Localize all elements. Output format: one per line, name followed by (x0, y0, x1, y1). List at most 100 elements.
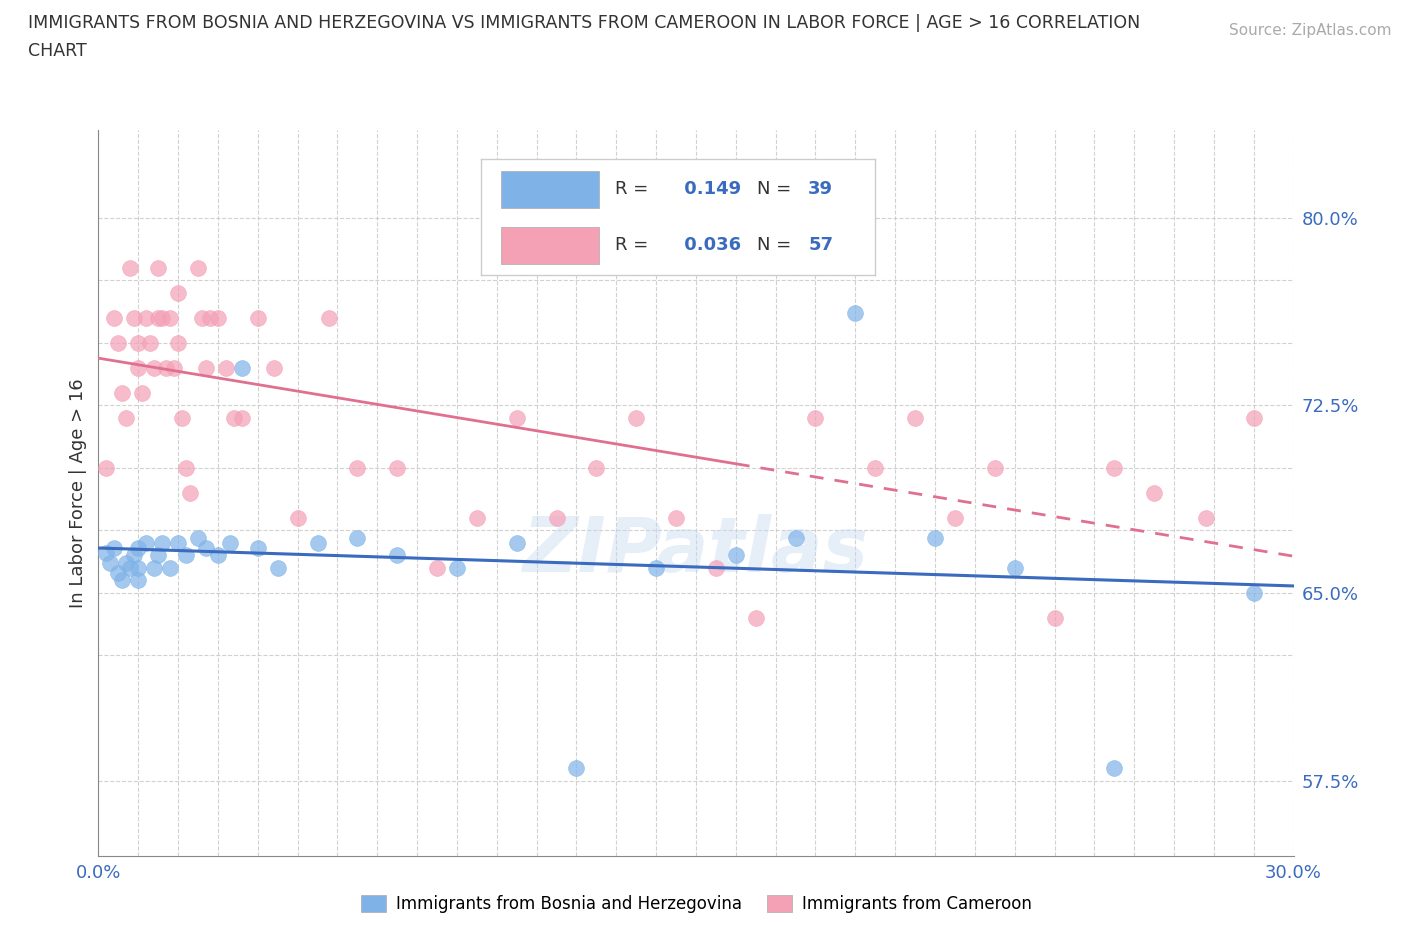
Point (385, 460, 409, 475)
Point (231, 410, 253, 425)
Point (174, 548, 197, 563)
Point (167, 286, 190, 300)
Point (174, 460, 197, 475)
Point (115, 555, 138, 570)
Point (127, 561, 149, 576)
Point (704, 561, 727, 576)
Point (139, 336, 162, 351)
Point (246, 311, 269, 325)
Point (167, 536, 190, 551)
Point (150, 536, 173, 551)
Point (346, 530, 368, 545)
Point (98, 555, 122, 570)
Point (111, 385, 134, 400)
Point (307, 536, 329, 551)
Point (215, 361, 238, 376)
Point (120, 561, 142, 576)
Point (465, 511, 488, 525)
Y-axis label: In Labor Force | Age > 16: In Labor Force | Age > 16 (69, 379, 87, 607)
Text: ZIPatlas: ZIPatlas (523, 514, 869, 588)
Point (143, 361, 166, 376)
Point (1195, 511, 1218, 525)
Point (187, 260, 209, 275)
Point (506, 410, 529, 425)
Point (124, 311, 146, 325)
Text: CHART: CHART (28, 42, 87, 60)
Point (163, 361, 186, 376)
Point (159, 561, 181, 576)
Text: IMMIGRANTS FROM BOSNIA AND HERZEGOVINA VS IMMIGRANTS FROM CAMEROON IN LABOR FORC: IMMIGRANTS FROM BOSNIA AND HERZEGOVINA V… (28, 14, 1140, 32)
Point (124, 548, 146, 563)
Point (96, 546, 118, 561)
Point (103, 540, 125, 555)
Point (565, 761, 588, 776)
Point (1143, 485, 1166, 500)
Point (1243, 586, 1265, 601)
Point (1043, 610, 1066, 625)
Point (191, 311, 214, 325)
Point (148, 548, 170, 563)
Point (143, 561, 166, 576)
Point (645, 561, 668, 576)
Point (1102, 761, 1125, 776)
Point (724, 548, 747, 563)
Point (115, 410, 138, 425)
Point (131, 385, 153, 400)
Point (135, 536, 157, 551)
Point (346, 460, 368, 475)
Point (506, 536, 529, 551)
Point (172, 410, 194, 425)
Point (127, 336, 149, 351)
Point (148, 260, 170, 275)
Point (904, 410, 927, 425)
Point (385, 548, 409, 563)
Point (120, 260, 142, 275)
Point (103, 311, 125, 325)
Point (745, 610, 768, 625)
Point (127, 361, 149, 376)
Point (219, 536, 242, 551)
Point (198, 311, 221, 325)
Point (155, 361, 177, 376)
Point (127, 540, 149, 555)
Point (107, 336, 129, 351)
Point (111, 573, 134, 588)
Point (287, 511, 309, 525)
Point (546, 511, 568, 525)
Point (267, 561, 290, 576)
Point (785, 530, 807, 545)
Point (135, 311, 157, 325)
Point (983, 460, 1005, 475)
Point (446, 561, 468, 576)
Legend: Immigrants from Bosnia and Herzegovina, Immigrants from Cameroon: Immigrants from Bosnia and Herzegovina, … (354, 888, 1038, 920)
Point (863, 460, 886, 475)
Point (585, 460, 607, 475)
Text: Source: ZipAtlas.com: Source: ZipAtlas.com (1229, 23, 1392, 38)
Point (943, 511, 966, 525)
Point (167, 336, 190, 351)
Point (150, 311, 173, 325)
Point (263, 361, 285, 376)
Point (924, 530, 946, 545)
Point (246, 540, 269, 555)
Point (207, 548, 229, 563)
Point (665, 511, 688, 525)
Point (1004, 561, 1026, 576)
Point (1243, 410, 1265, 425)
Point (624, 410, 647, 425)
Point (426, 561, 449, 576)
Point (148, 311, 170, 325)
Point (194, 361, 218, 376)
Point (96, 460, 118, 475)
Point (1102, 460, 1125, 475)
Point (804, 410, 827, 425)
Point (187, 530, 209, 545)
Point (107, 565, 129, 580)
Point (179, 485, 201, 500)
Point (318, 311, 340, 325)
Point (207, 311, 229, 325)
Point (231, 361, 253, 376)
Point (194, 540, 218, 555)
Point (222, 410, 245, 425)
Point (159, 311, 181, 325)
